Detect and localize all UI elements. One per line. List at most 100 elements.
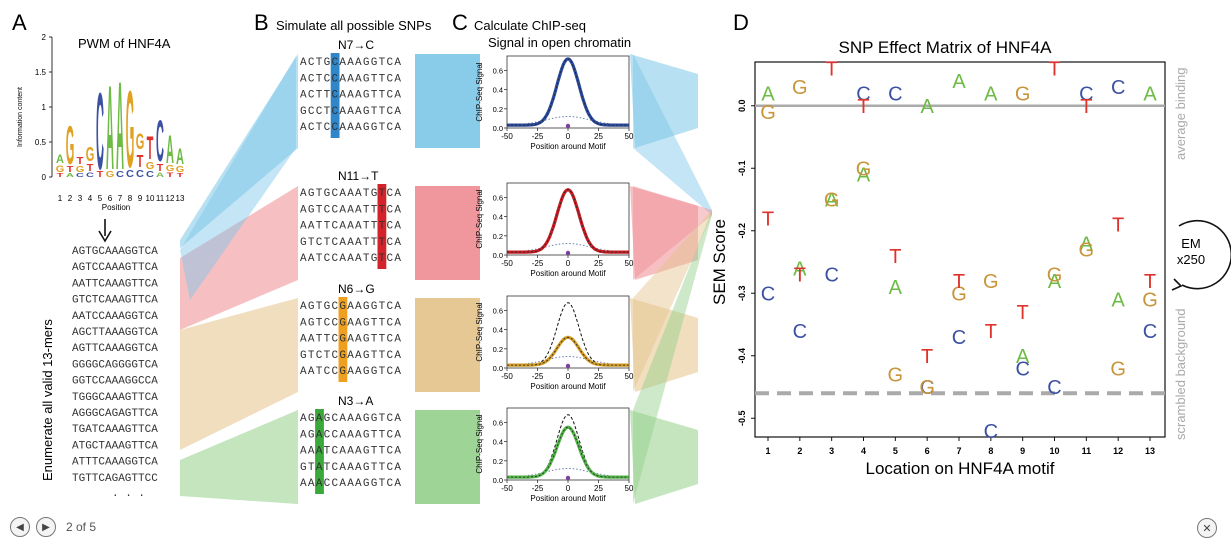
chip-y-tick-label: 0.0 <box>493 251 503 260</box>
slide-counter: 2 of 5 <box>66 520 97 534</box>
sem-x-tick-label: 7 <box>956 446 961 456</box>
sem-point-t: T <box>1017 302 1029 324</box>
chip-plot-frame <box>506 182 630 256</box>
logo-letter: C <box>146 170 154 179</box>
logo-x-tick-label: 1 <box>58 194 63 203</box>
chip-to-sem-band <box>630 186 698 280</box>
connector-bands <box>180 54 712 504</box>
chip-y-tick-label: 0.0 <box>493 476 503 485</box>
sem-title: SNP Effect Matrix of HNF4A <box>839 38 1053 57</box>
chip-y-tick-label: 0.6 <box>493 306 503 315</box>
sem-point-g: G <box>951 283 967 305</box>
logo-x-tick-label: 9 <box>138 194 143 203</box>
motif-center-marker <box>565 123 571 129</box>
snp-sequence: AGACCAAAGTTCA <box>300 429 401 441</box>
sem-x-tick-label: 4 <box>861 446 866 456</box>
kmer-sequence: GGTCCAAAGGCCA <box>72 376 158 388</box>
snp-group: N7→C ACTGCAAAGGTCA ACTCCAAAGTTCA ACTTCAAAGT… <box>299 38 415 138</box>
close-icon: ✕ <box>1202 521 1212 535</box>
snp-group-bg <box>299 298 415 382</box>
chip-y-tick-label: 0.0 <box>493 124 503 133</box>
chip-y-tick-label: 0.6 <box>493 193 503 202</box>
snp-to-chip-band <box>415 186 480 280</box>
chip-y-tick-label: 0.6 <box>493 66 503 75</box>
sem-point-a: A <box>1016 346 1030 368</box>
logo-letter: T <box>77 155 84 166</box>
logo-letter: T <box>177 172 185 178</box>
chip-plot: 0.0 0.2 0.4 0.6 -50 -25 0 25 50 Position around M… <box>475 295 634 391</box>
logo-letter: C <box>96 69 104 193</box>
arrow-left-icon: ◀ <box>16 521 24 533</box>
previous-slide-button[interactable]: ◀ <box>10 517 30 537</box>
chip-x-tick-label: 0 <box>566 132 571 141</box>
sem-x-label: Location on HNF4A motif <box>866 459 1055 478</box>
kmer-sequence: AGTTCAAAGGTCA <box>72 343 158 355</box>
list-to-snp-band <box>180 186 298 330</box>
snp-to-chip-band <box>415 410 480 504</box>
logo-x-tick-label: 3 <box>78 194 83 203</box>
snp-sequence: AGTGCGAAGGTCA <box>300 301 401 313</box>
sem-point-g: G <box>824 190 840 212</box>
sem-point-a: A <box>1143 83 1157 105</box>
kmer-sequence: TGATCAAAGTTCA <box>72 424 158 436</box>
chip-plot: 0.0 0.2 0.4 0.6 -50 -25 0 25 50 Position around M… <box>475 407 634 503</box>
sem-point-t: T <box>953 271 965 293</box>
kmer-sequence: ATGCTAAAGTTCA <box>72 440 158 452</box>
sem-point-g: G <box>983 271 999 293</box>
logo-letter: C <box>116 170 124 179</box>
enumerate-label: Enumerate all valid 13-mers <box>40 319 55 481</box>
sem-point-g: G <box>760 102 776 124</box>
fan-band <box>633 54 712 215</box>
chip-x-tick-label: -50 <box>501 372 513 381</box>
sem-point-c: C <box>824 265 838 287</box>
chip-y-tick-label: 0.2 <box>493 457 503 466</box>
logo-letter: G <box>126 67 135 191</box>
next-slide-button[interactable]: ▶ <box>36 517 56 537</box>
sem-x-tick-label: 11 <box>1082 446 1092 456</box>
logo-y-tick-label: 0.5 <box>35 138 47 147</box>
logo-letter: A <box>66 172 74 178</box>
logo-letter: G <box>66 115 75 176</box>
snp-sequence: AGTCCGAAGTTCA <box>300 317 401 329</box>
sem-y-tick-label: -0.5 <box>737 410 747 426</box>
sem-point-a: A <box>889 277 903 299</box>
logo-letter: C <box>86 172 95 179</box>
logo-letter: C <box>136 168 144 179</box>
panel-d-letter: D <box>733 10 749 35</box>
snp-sequence: GTCTCGAAGTTCA <box>300 350 401 362</box>
chip-y-tick-label: 0.2 <box>493 345 503 354</box>
sem-point-a: A <box>1111 290 1125 312</box>
logo-x-tick-label: 5 <box>98 194 103 203</box>
chip-y-label: ChIP-Seq Signal <box>475 414 484 473</box>
sem-x-tick-label: 13 <box>1145 446 1155 456</box>
sem-point-t: T <box>762 208 774 230</box>
snp-column-highlight <box>330 53 340 138</box>
kmer-list: AGTGCAAAGGTCA AGTCCAAAGTTCA AATTCAAAGTTCA G… <box>72 246 158 500</box>
logo-x-tick-label: 12 <box>166 194 175 203</box>
snp-label: N11→T <box>338 169 379 183</box>
sem-x-tick-label: 9 <box>1020 446 1025 456</box>
kmer-ellipsis: . . . <box>112 488 145 500</box>
chip-x-tick-label: -25 <box>532 132 544 141</box>
chip-y-tick-label: 0.4 <box>493 86 503 95</box>
sem-point-c: C <box>761 283 775 305</box>
sem-y-tick-label: -0.2 <box>737 223 747 239</box>
snp-sequence: ACTCCAAAGGTCA <box>300 122 401 134</box>
chip-y-tick-label: 0.6 <box>493 418 503 427</box>
snp-sequence: AGAGCAAAGGTCA <box>300 413 401 425</box>
snp-group: N11→T AGTGCAAATGTCA AGTCCAAATTTCA AATTCAAAT… <box>299 169 415 269</box>
logo-y-tick-label: 1 <box>42 103 47 112</box>
sem-x-tick-label: 12 <box>1113 446 1123 456</box>
logo-letter: C <box>126 168 134 179</box>
logo-letter: T <box>167 172 174 179</box>
em-cycle-arrowhead-icon <box>1171 278 1183 291</box>
blue-band <box>180 56 296 300</box>
sem-point-c: C <box>952 327 966 349</box>
sem-point-g: G <box>792 77 808 99</box>
close-button[interactable]: ✕ <box>1197 518 1217 538</box>
logo-x-tick-label: 6 <box>108 194 113 203</box>
chip-x-tick-label: 50 <box>625 259 634 268</box>
fan-band <box>633 210 712 392</box>
logo-letter: A <box>116 56 124 195</box>
logo-letter: A <box>156 172 165 179</box>
